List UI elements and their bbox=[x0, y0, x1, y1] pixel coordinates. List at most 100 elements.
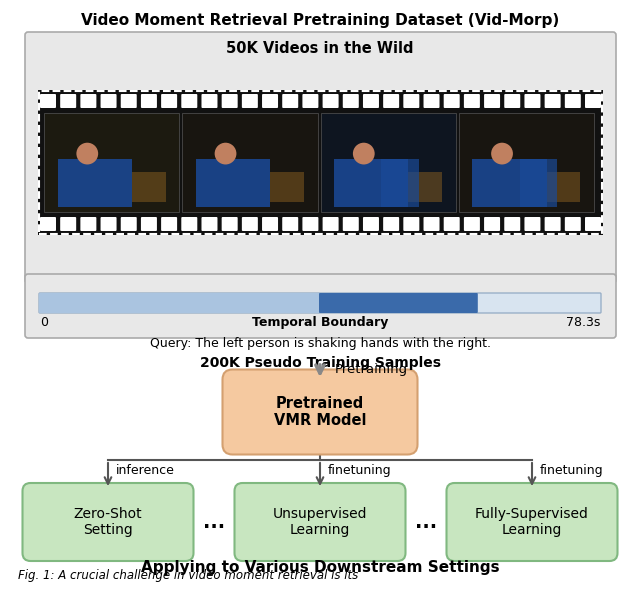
FancyBboxPatch shape bbox=[25, 32, 616, 283]
FancyBboxPatch shape bbox=[100, 94, 116, 108]
FancyBboxPatch shape bbox=[585, 217, 601, 231]
Text: ...: ... bbox=[415, 513, 437, 532]
FancyBboxPatch shape bbox=[141, 94, 157, 108]
Text: ...: ... bbox=[203, 513, 225, 532]
FancyBboxPatch shape bbox=[221, 217, 237, 231]
FancyBboxPatch shape bbox=[181, 94, 197, 108]
Text: inference: inference bbox=[116, 464, 175, 477]
Bar bbox=[381, 159, 419, 207]
FancyBboxPatch shape bbox=[81, 217, 97, 231]
Text: Video Moment Retrieval Pretraining Dataset (Vid-Morp): Video Moment Retrieval Pretraining Datas… bbox=[81, 13, 559, 28]
FancyBboxPatch shape bbox=[234, 483, 406, 561]
Bar bbox=[547, 172, 580, 202]
FancyBboxPatch shape bbox=[22, 483, 193, 561]
Bar bbox=[39, 91, 602, 234]
FancyBboxPatch shape bbox=[403, 94, 419, 108]
FancyBboxPatch shape bbox=[161, 94, 177, 108]
Text: 200K Pseudo Training Samples: 200K Pseudo Training Samples bbox=[200, 356, 440, 370]
FancyBboxPatch shape bbox=[323, 94, 339, 108]
FancyBboxPatch shape bbox=[464, 217, 480, 231]
FancyBboxPatch shape bbox=[81, 94, 97, 108]
FancyBboxPatch shape bbox=[343, 94, 359, 108]
Circle shape bbox=[214, 143, 236, 165]
FancyBboxPatch shape bbox=[181, 217, 197, 231]
FancyBboxPatch shape bbox=[221, 94, 237, 108]
Circle shape bbox=[76, 143, 98, 165]
FancyBboxPatch shape bbox=[242, 217, 258, 231]
FancyBboxPatch shape bbox=[504, 94, 520, 108]
FancyBboxPatch shape bbox=[25, 274, 616, 338]
FancyBboxPatch shape bbox=[121, 94, 137, 108]
FancyBboxPatch shape bbox=[363, 217, 379, 231]
Text: Pretraining: Pretraining bbox=[335, 363, 408, 376]
FancyBboxPatch shape bbox=[383, 94, 399, 108]
Bar bbox=[132, 172, 166, 202]
FancyBboxPatch shape bbox=[444, 94, 460, 108]
FancyBboxPatch shape bbox=[383, 217, 399, 231]
Text: 0: 0 bbox=[40, 316, 48, 329]
FancyBboxPatch shape bbox=[100, 217, 116, 231]
Bar bbox=[58, 159, 132, 207]
FancyBboxPatch shape bbox=[343, 217, 359, 231]
Text: 50K Videos in the Wild: 50K Videos in the Wild bbox=[227, 41, 413, 56]
FancyBboxPatch shape bbox=[565, 217, 581, 231]
FancyBboxPatch shape bbox=[39, 293, 321, 313]
Text: Unsupervised
Learning: Unsupervised Learning bbox=[273, 507, 367, 537]
Bar bbox=[472, 159, 547, 207]
FancyBboxPatch shape bbox=[585, 94, 601, 108]
FancyBboxPatch shape bbox=[60, 94, 76, 108]
FancyBboxPatch shape bbox=[262, 94, 278, 108]
Bar bbox=[520, 159, 557, 207]
FancyBboxPatch shape bbox=[40, 94, 56, 108]
FancyBboxPatch shape bbox=[524, 94, 540, 108]
FancyBboxPatch shape bbox=[444, 217, 460, 231]
FancyBboxPatch shape bbox=[403, 217, 419, 231]
FancyBboxPatch shape bbox=[282, 94, 298, 108]
Bar bbox=[182, 113, 317, 212]
FancyBboxPatch shape bbox=[323, 217, 339, 231]
Text: 78.3s: 78.3s bbox=[566, 316, 600, 329]
Bar bbox=[408, 172, 442, 202]
Text: finetuning: finetuning bbox=[328, 464, 392, 477]
FancyBboxPatch shape bbox=[565, 94, 581, 108]
Text: Temporal Boundary: Temporal Boundary bbox=[252, 316, 388, 329]
Bar bbox=[459, 113, 594, 212]
FancyBboxPatch shape bbox=[464, 94, 480, 108]
FancyBboxPatch shape bbox=[424, 94, 440, 108]
FancyBboxPatch shape bbox=[202, 94, 218, 108]
Circle shape bbox=[353, 143, 374, 165]
Text: Applying to Various Downstream Settings: Applying to Various Downstream Settings bbox=[141, 560, 499, 575]
FancyBboxPatch shape bbox=[447, 483, 618, 561]
FancyBboxPatch shape bbox=[262, 217, 278, 231]
Bar bbox=[334, 159, 408, 207]
Bar bbox=[270, 172, 304, 202]
Bar bbox=[321, 113, 456, 212]
Text: Pretrained
VMR Model: Pretrained VMR Model bbox=[274, 396, 366, 428]
Text: Fully-Supervised
Learning: Fully-Supervised Learning bbox=[475, 507, 589, 537]
Text: finetuning: finetuning bbox=[540, 464, 604, 477]
FancyBboxPatch shape bbox=[504, 217, 520, 231]
Text: Zero-Shot
Setting: Zero-Shot Setting bbox=[74, 507, 142, 537]
FancyBboxPatch shape bbox=[363, 94, 379, 108]
Text: Query: The left person is shaking hands with the right.: Query: The left person is shaking hands … bbox=[150, 337, 490, 350]
FancyBboxPatch shape bbox=[242, 94, 258, 108]
Bar bbox=[196, 159, 270, 207]
FancyBboxPatch shape bbox=[121, 217, 137, 231]
Bar bbox=[44, 113, 179, 212]
FancyBboxPatch shape bbox=[60, 217, 76, 231]
FancyBboxPatch shape bbox=[484, 217, 500, 231]
FancyBboxPatch shape bbox=[319, 293, 478, 313]
FancyBboxPatch shape bbox=[161, 217, 177, 231]
FancyBboxPatch shape bbox=[545, 217, 561, 231]
FancyBboxPatch shape bbox=[484, 94, 500, 108]
FancyBboxPatch shape bbox=[282, 217, 298, 231]
FancyBboxPatch shape bbox=[303, 217, 319, 231]
Bar bbox=[38, 90, 603, 235]
FancyBboxPatch shape bbox=[223, 369, 417, 454]
FancyBboxPatch shape bbox=[40, 217, 56, 231]
Circle shape bbox=[491, 143, 513, 165]
Text: Fig. 1: A crucial challenge in video moment retrieval is its: Fig. 1: A crucial challenge in video mom… bbox=[18, 569, 358, 582]
FancyBboxPatch shape bbox=[424, 217, 440, 231]
FancyBboxPatch shape bbox=[524, 217, 540, 231]
FancyBboxPatch shape bbox=[202, 217, 218, 231]
